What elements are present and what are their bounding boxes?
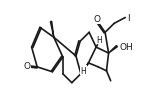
Text: O: O (24, 62, 31, 71)
Text: H: H (80, 66, 86, 75)
Polygon shape (50, 22, 54, 38)
Polygon shape (109, 46, 117, 54)
Text: O: O (94, 15, 101, 24)
Text: I: I (127, 14, 129, 23)
Text: H: H (97, 35, 102, 44)
Text: OH: OH (120, 42, 133, 51)
